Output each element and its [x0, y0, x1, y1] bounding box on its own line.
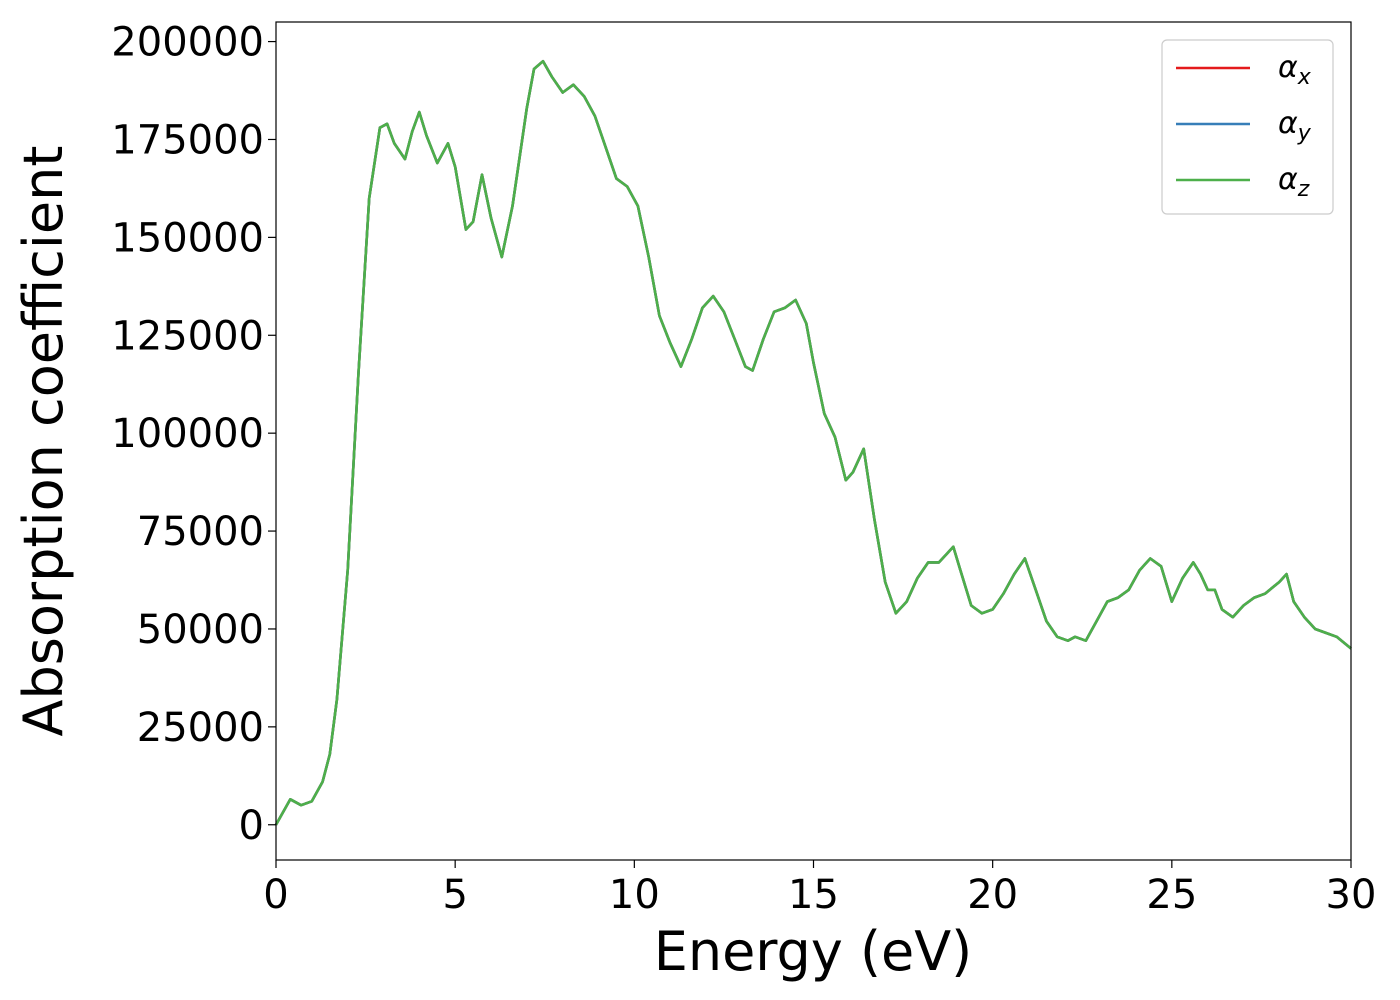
y-tick-label: 100000	[111, 411, 264, 457]
y-axis-ticks: 0 25000 50000 75000 100000 125000 150000 175000…	[111, 20, 276, 849]
y-tick-label: 0	[239, 803, 264, 849]
x-tick-label: 20	[967, 872, 1018, 918]
y-tick-label: 150000	[111, 215, 264, 261]
x-axis-title: Energy (eV)	[654, 920, 973, 983]
legend-label: αy	[1278, 106, 1312, 146]
series-lines	[274, 59, 1352, 826]
series-line-2	[274, 59, 1352, 826]
x-tick-label: 25	[1146, 872, 1197, 918]
legend-label: αx	[1278, 50, 1312, 90]
x-tick-label: 15	[788, 872, 839, 918]
x-tick-label: 10	[609, 872, 660, 918]
y-tick-label: 200000	[111, 20, 264, 66]
legend-box	[1161, 39, 1334, 215]
y-tick-label: 125000	[111, 313, 264, 359]
legend-item: αx	[1176, 50, 1312, 90]
y-tick-label: 75000	[137, 509, 264, 555]
x-axis-ticks: 0 5 10 15 20 25 30	[263, 860, 1376, 918]
x-tick-label: 30	[1326, 872, 1377, 918]
legend-item: αy	[1176, 106, 1312, 146]
legend-label: αz	[1278, 162, 1310, 202]
x-tick-label: 0	[263, 872, 288, 918]
y-tick-label: 175000	[111, 117, 264, 163]
legend: αx αy αz	[1161, 39, 1334, 215]
x-tick-label: 5	[442, 872, 467, 918]
y-tick-label: 25000	[137, 705, 264, 751]
y-tick-label: 50000	[137, 607, 264, 653]
legend-item: αz	[1176, 162, 1310, 202]
y-axis-title: Absorption coefficient	[12, 146, 75, 737]
